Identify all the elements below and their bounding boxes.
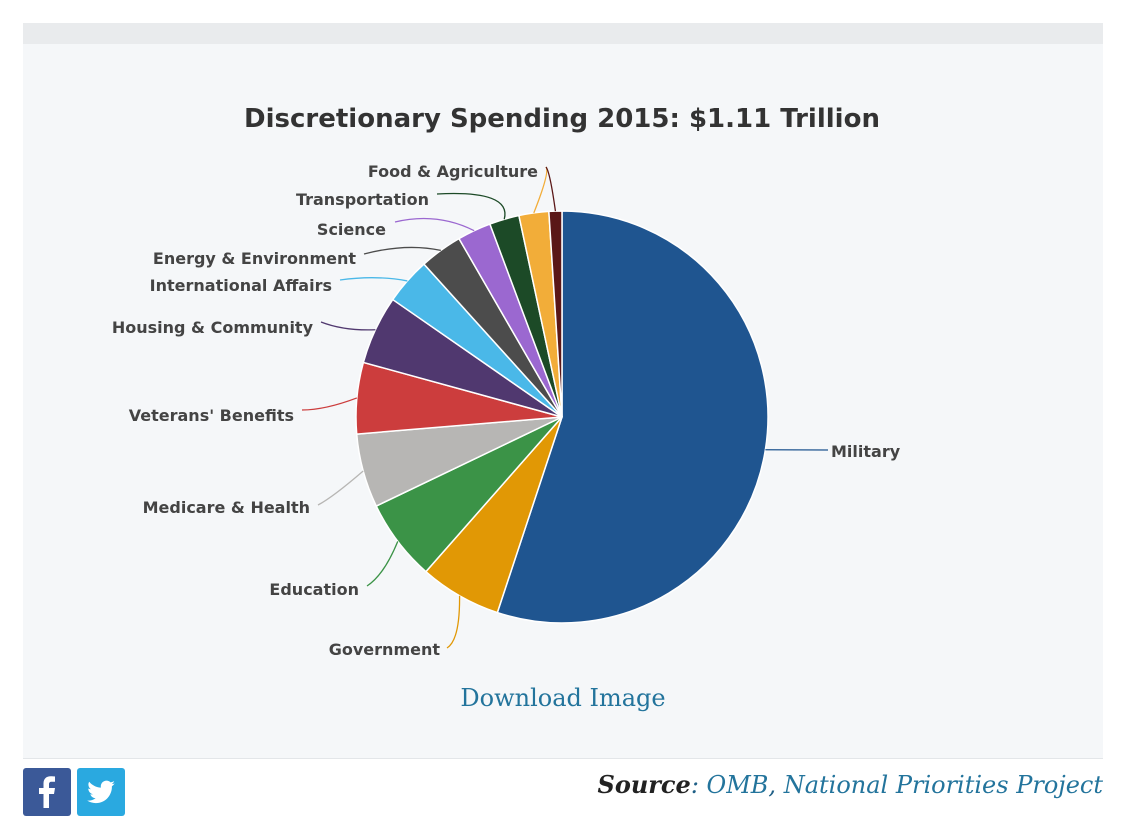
connector-international-affairs <box>339 277 408 282</box>
label-housing-community: Housing & Community <box>112 318 314 337</box>
label-connectors <box>301 166 829 649</box>
connector-veterans-benefits <box>301 397 358 411</box>
connector-unlabeled <box>545 166 557 212</box>
chart-title: Discretionary Spending 2015: $1.11 Trill… <box>244 104 880 134</box>
label-veterans-benefits: Veterans' Benefits <box>129 406 294 425</box>
pie-slice-unlabeled[interactable] <box>548 210 563 418</box>
connector-education <box>366 541 399 587</box>
download-image-link[interactable]: Download Image <box>460 684 666 712</box>
panel-bottom-border <box>23 758 1103 759</box>
twitter-share-button[interactable] <box>77 768 125 816</box>
slice-labels: Military Government Education Medicare & He… <box>112 162 901 659</box>
label-science: Science <box>317 220 386 239</box>
label-education: Education <box>269 580 359 599</box>
label-medicare-health: Medicare & Health <box>143 498 310 517</box>
facebook-share-button[interactable] <box>23 768 71 816</box>
label-government: Government <box>329 640 441 659</box>
connector-government <box>446 595 461 649</box>
label-energy-environment: Energy & Environment <box>153 249 356 268</box>
connector-medicare-health <box>317 470 364 506</box>
label-transportation: Transportation <box>296 190 429 209</box>
source-link-npp[interactable]: National Priorities Project <box>783 771 1103 799</box>
label-food-agriculture: Food & Agriculture <box>368 162 538 181</box>
source-label: Source <box>597 770 691 799</box>
source-line: Source: OMB, National Priorities Project <box>597 770 1103 799</box>
source-link-omb[interactable]: OMB <box>706 771 769 799</box>
pie-slices <box>355 210 769 624</box>
source-separator: : <box>690 771 707 799</box>
label-military: Military <box>831 442 901 461</box>
facebook-icon <box>39 776 55 808</box>
source-comma: , <box>768 771 784 799</box>
connector-housing-community <box>320 321 376 331</box>
connector-transportation <box>436 192 506 220</box>
panel-top-bar <box>23 23 1103 44</box>
twitter-icon <box>87 780 115 804</box>
label-international-affairs: International Affairs <box>150 276 332 295</box>
connector-energy-environment <box>363 246 441 255</box>
connector-science <box>394 217 475 232</box>
